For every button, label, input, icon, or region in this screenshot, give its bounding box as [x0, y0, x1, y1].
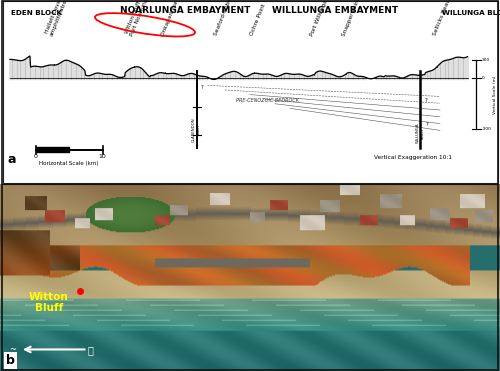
Text: Horizontal Scale (km): Horizontal Scale (km) — [40, 161, 99, 166]
Text: Vertical Exaggeration 10:1: Vertical Exaggeration 10:1 — [374, 154, 452, 160]
Text: Witton Bluff /
Port Noarlunga: Witton Bluff / Port Noarlunga — [124, 0, 150, 37]
Text: Sellicks Beach: Sellicks Beach — [432, 0, 452, 37]
Text: WILLUNGA
FAULT: WILLUNGA FAULT — [416, 123, 424, 144]
Text: CLARENDON
FAULT: CLARENDON FAULT — [192, 117, 201, 142]
Text: ?: ? — [426, 122, 429, 127]
Text: Ochre Point: Ochre Point — [250, 3, 266, 37]
Text: WILLLUNGA EMBAYMENT: WILLLUNGA EMBAYMENT — [272, 6, 398, 16]
Text: Snapper Point: Snapper Point — [342, 0, 361, 37]
Text: b: b — [6, 354, 15, 367]
Text: 0: 0 — [34, 154, 38, 159]
Text: Vertical Scale (m): Vertical Scale (m) — [494, 75, 498, 114]
Text: Witton
Bluff: Witton Bluff — [29, 292, 69, 313]
Text: 0: 0 — [482, 76, 485, 80]
Text: a: a — [8, 153, 16, 166]
Text: 300: 300 — [482, 58, 490, 62]
Text: -300: -300 — [482, 128, 492, 131]
Text: WILLUNGA BLOCK: WILLUNGA BLOCK — [442, 10, 500, 16]
Text: Onkaparinga River: Onkaparinga River — [160, 0, 186, 37]
Text: ?: ? — [425, 98, 428, 103]
Text: Hallett Cove
amphitheatre: Hallett Cove amphitheatre — [44, 0, 69, 37]
Text: 10: 10 — [98, 154, 106, 159]
Text: ~: ~ — [10, 345, 16, 354]
FancyBboxPatch shape — [2, 1, 498, 183]
Text: ?: ? — [200, 85, 203, 90]
Text: Port Willunga: Port Willunga — [310, 0, 328, 37]
Text: NOARLUNGA EMBAYMENT: NOARLUNGA EMBAYMENT — [120, 6, 250, 16]
Text: EDEN BLOCK: EDEN BLOCK — [11, 10, 62, 16]
Text: ≫: ≫ — [88, 346, 94, 355]
Text: PRE-CENOZOIC BEDROCK: PRE-CENOZOIC BEDROCK — [236, 98, 299, 103]
Text: Seaford-Robinson Point: Seaford-Robinson Point — [213, 0, 243, 37]
